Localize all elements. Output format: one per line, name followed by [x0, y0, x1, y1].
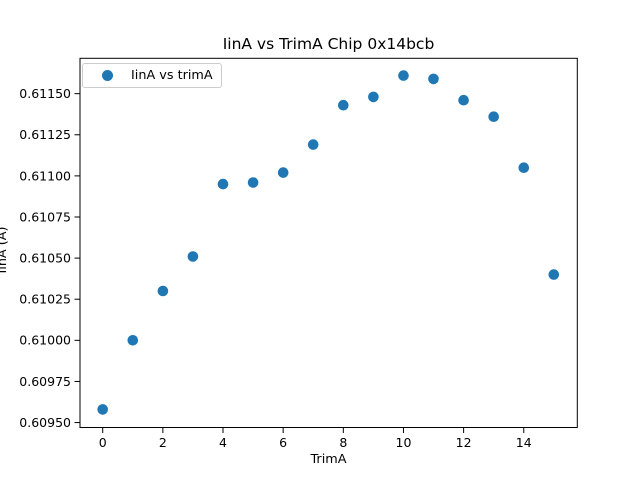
- scatter-point: [398, 70, 409, 81]
- scatter-point: [157, 285, 169, 297]
- scatter-point: [217, 178, 229, 190]
- scatter-point: [518, 162, 530, 173]
- scatter-point: [458, 94, 469, 106]
- scatter-point: [428, 73, 439, 85]
- y-tick-label: 0.61150: [19, 86, 71, 101]
- legend: IinA vs trimA: [82, 63, 222, 88]
- scatter-point: [368, 91, 379, 103]
- y-tick-label: 0.60950: [19, 415, 71, 430]
- y-axis: 0.60950 0.60975 0.61000 0.61025 0.61050 0.610…: [19, 86, 80, 430]
- scatter-point: [488, 111, 500, 122]
- x-axis-label: TrimA: [310, 452, 347, 467]
- scatter-point: [338, 99, 349, 111]
- y-axis-label: IinA (A): [0, 226, 10, 274]
- y-tick-label: 0.61000: [19, 333, 71, 348]
- y-tick-label: 0.61050: [19, 251, 71, 266]
- x-tick-label: 6: [279, 435, 287, 450]
- y-tick-label: 0.61025: [19, 292, 71, 307]
- y-tick-label: 0.61075: [19, 209, 71, 224]
- x-axis: 0 2 4 6 8 10 12 14: [99, 427, 532, 450]
- x-tick-label: 10: [396, 435, 412, 450]
- x-tick-label: 14: [516, 435, 532, 450]
- legend-marker-icon: [102, 70, 113, 81]
- scatter-point: [127, 335, 139, 346]
- x-tick-label: 12: [456, 435, 472, 450]
- x-tick-label: 8: [339, 435, 347, 450]
- plot-frame: [79, 57, 578, 429]
- scatter-point: [187, 251, 199, 262]
- x-tick-label: 0: [99, 435, 107, 450]
- x-tick-label: 4: [219, 435, 227, 450]
- y-tick-label: 0.61125: [19, 127, 71, 142]
- chart-title: IinA vs TrimA Chip 0x14bcb: [222, 35, 435, 53]
- scatter-point: [97, 404, 108, 415]
- scatter-point: [307, 139, 319, 150]
- scatter-series: [97, 70, 560, 415]
- legend-label: IinA vs trimA: [131, 68, 213, 83]
- scatter-point: [548, 269, 560, 280]
- scatter-point: [277, 167, 289, 178]
- y-tick-label: 0.60975: [19, 374, 71, 389]
- scatter-point: [247, 177, 259, 188]
- y-tick-label: 0.61100: [19, 168, 71, 183]
- x-tick-label: 2: [159, 435, 167, 450]
